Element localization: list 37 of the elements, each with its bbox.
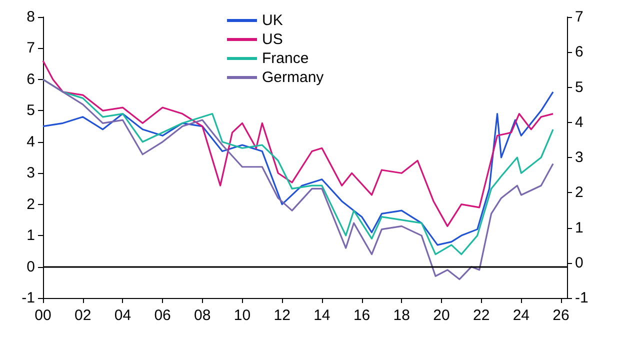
- legend-label: US: [262, 31, 283, 48]
- x-tick-label: 02: [74, 307, 92, 324]
- x-tick-label: 22: [472, 307, 490, 324]
- x-tick-label: 16: [353, 307, 370, 324]
- x-tick-label: 08: [194, 307, 211, 324]
- x-tick-label: 10: [234, 307, 251, 324]
- y2-tick-label: 0: [575, 254, 584, 272]
- y-tick-label: 2: [26, 196, 35, 213]
- y-tick-label: 7: [26, 40, 35, 57]
- y2-tick-label: 7: [575, 8, 584, 26]
- y-tick-label: -1: [22, 290, 35, 306]
- x-tick-label: 18: [393, 307, 410, 324]
- x-tick-label: 12: [274, 307, 290, 324]
- legend-label: France: [262, 50, 309, 67]
- legend-label: Germany: [262, 69, 324, 86]
- y2-tick-label: 1: [575, 219, 584, 236]
- legend-label: UK: [262, 12, 283, 29]
- y2-tick-label: 6: [575, 44, 584, 61]
- y-tick-label: 1: [26, 227, 35, 244]
- y-tick-label: 6: [26, 70, 35, 88]
- y-tick-label: 0: [26, 258, 35, 276]
- y2-tick-label: 5: [575, 78, 584, 96]
- y2-tick-label: 4: [575, 114, 584, 131]
- x-tick-label: 26: [552, 307, 570, 324]
- y-tick-label: 4: [26, 133, 35, 150]
- x-tick-label: 20: [433, 307, 450, 324]
- x-tick-label: 06: [154, 307, 171, 324]
- y2-tick-label: -1: [575, 290, 588, 306]
- x-tick-label: 14: [314, 307, 330, 324]
- y-tick-label: 8: [26, 8, 35, 26]
- y2-tick-label: 2: [575, 184, 584, 202]
- x-tick-label: 04: [114, 307, 132, 324]
- y-tick-label: 3: [26, 164, 35, 182]
- y2-tick-label: 3: [575, 149, 584, 166]
- x-tick-label: 24: [512, 307, 530, 324]
- x-tick-label: 00: [34, 307, 52, 324]
- y-tick-label: 5: [26, 102, 35, 120]
